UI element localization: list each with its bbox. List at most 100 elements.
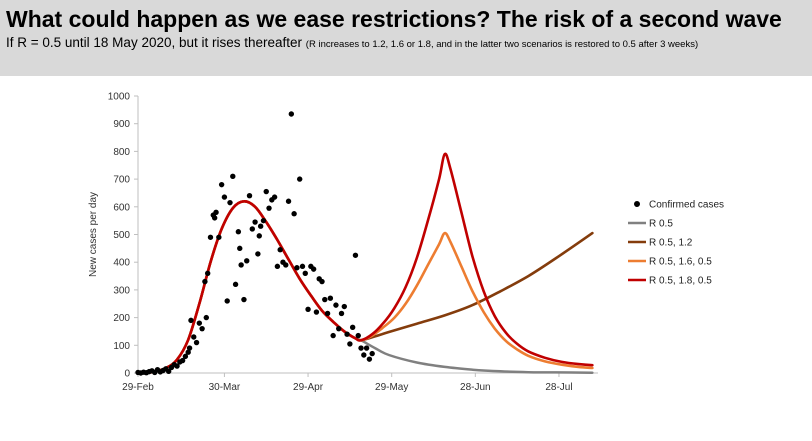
confirmed-case-point	[363, 345, 370, 351]
confirmed-case-point	[211, 215, 218, 221]
y-tick-label: 800	[113, 147, 130, 158]
confirmed-case-point	[355, 332, 361, 339]
confirmed-case-point	[252, 219, 258, 225]
confirmed-case-point	[366, 356, 373, 362]
confirmed-case-point	[330, 332, 336, 339]
confirmed-case-point	[274, 263, 281, 270]
confirmed-case-point	[218, 181, 225, 188]
confirmed-case-point	[216, 234, 222, 240]
y-tick-label: 0	[124, 369, 130, 380]
confirmed-case-point	[344, 331, 350, 337]
confirmed-case-point	[313, 309, 320, 315]
confirmed-case-point	[266, 205, 272, 211]
confirmed-case-point	[358, 345, 364, 351]
confirmed-case-point	[263, 188, 269, 195]
confirmed-case-point	[203, 314, 210, 321]
confirmed-case-point	[336, 325, 342, 332]
confirmed-case-point	[179, 357, 186, 364]
x-tick-label: 28-Jul	[545, 382, 572, 393]
confirmed-case-point	[174, 363, 180, 369]
confirmed-case-point	[271, 194, 278, 200]
confirmed-case-point	[338, 310, 345, 317]
confirmed-case-point	[191, 334, 197, 340]
series-line-4	[136, 152, 594, 375]
confirmed-case-point	[333, 302, 339, 308]
x-tick-label: 29-May	[375, 382, 408, 393]
confirmed-case-point	[241, 296, 247, 303]
y-tick-label: 700	[113, 175, 130, 186]
legend-label-2: R 0.5, 1.2	[649, 238, 693, 249]
subtitle-main: If R = 0.5 until 18 May 2020, but it ris…	[6, 35, 303, 50]
y-tick-label: 500	[113, 230, 130, 241]
confirmed-case-point	[182, 353, 189, 360]
confirmed-case-point	[204, 270, 211, 276]
header-banner: What could happen as we ease restriction…	[0, 0, 812, 76]
confirmed-case-point	[221, 194, 228, 200]
confirmed-case-point	[246, 193, 253, 199]
confirmed-case-point	[256, 233, 262, 239]
confirmed-case-point	[238, 262, 244, 268]
confirmed-case-point	[349, 324, 356, 330]
y-tick-label: 900	[113, 119, 130, 130]
confirmed-case-point	[224, 298, 230, 304]
confirmed-case-point	[294, 265, 300, 271]
confirmed-case-point	[227, 199, 233, 206]
confirmed-case-point	[361, 352, 367, 358]
confirmed-case-point	[299, 263, 306, 270]
x-tick-label: 29-Feb	[122, 382, 154, 393]
legend-label-confirmed: Confirmed cases	[649, 200, 724, 211]
confirmed-case-point	[196, 320, 203, 326]
legend-marker-confirmed	[634, 201, 640, 207]
confirmed-case-point	[369, 350, 375, 357]
legend-label-1: R 0.5	[649, 219, 673, 230]
confirmed-case-point	[288, 111, 295, 117]
confirmed-case-point	[310, 266, 317, 272]
confirmed-case-point	[235, 229, 242, 235]
confirmed-case-point	[291, 211, 297, 217]
confirmed-case-point	[237, 245, 243, 252]
y-tick-label: 600	[113, 202, 130, 213]
page-subtitle: If R = 0.5 until 18 May 2020, but it ris…	[6, 35, 698, 50]
confirmed-case-point	[257, 223, 264, 229]
confirmed-case-point	[283, 262, 289, 268]
y-tick-label: 1000	[108, 92, 131, 103]
confirmed-case-point	[255, 251, 261, 257]
x-tick-label: 30-Mar	[209, 382, 241, 393]
confirmed-case-point	[232, 281, 239, 288]
subtitle-note: (R increases to 1.2, 1.6 or 1.8, and in …	[305, 39, 699, 50]
confirmed-case-point	[302, 270, 308, 276]
y-tick-label: 400	[113, 258, 130, 269]
confirmed-case-point	[230, 173, 236, 180]
legend-label-3: R 0.5, 1.6, 0.5	[649, 257, 712, 268]
confirmed-case-point	[324, 310, 331, 317]
confirmed-case-point	[193, 339, 200, 346]
confirmed-case-point	[285, 198, 292, 204]
confirmed-case-point	[327, 295, 334, 301]
x-tick-label: 28-Jun	[460, 382, 491, 393]
confirmed-case-point	[249, 226, 256, 232]
confirmed-case-point	[185, 349, 191, 355]
confirmed-case-point	[319, 278, 325, 285]
confirmed-case-point	[165, 368, 172, 375]
confirmed-case-point	[260, 217, 267, 224]
confirmed-case-point	[347, 341, 353, 347]
legend-label-4: R 0.5, 1.8, 0.5	[649, 276, 712, 287]
confirmed-case-point	[322, 296, 328, 303]
confirmed-case-point	[188, 317, 194, 324]
confirmed-case-point	[352, 252, 359, 258]
confirmed-case-point	[296, 176, 303, 182]
y-tick-label: 100	[113, 341, 130, 352]
y-axis-label: New cases per day	[88, 192, 99, 277]
confirmed-case-point	[207, 234, 214, 240]
y-tick-label: 300	[113, 285, 130, 296]
confirmed-case-point	[305, 306, 311, 312]
confirmed-case-point	[341, 303, 348, 310]
x-tick-label: 29-Apr	[293, 382, 324, 393]
y-tick-label: 200	[113, 313, 130, 324]
confirmed-case-point	[202, 278, 208, 285]
confirmed-case-point	[277, 247, 283, 253]
confirmed-case-point	[213, 209, 219, 216]
confirmed-case-point	[244, 258, 250, 264]
confirmed-case-point	[186, 345, 193, 351]
